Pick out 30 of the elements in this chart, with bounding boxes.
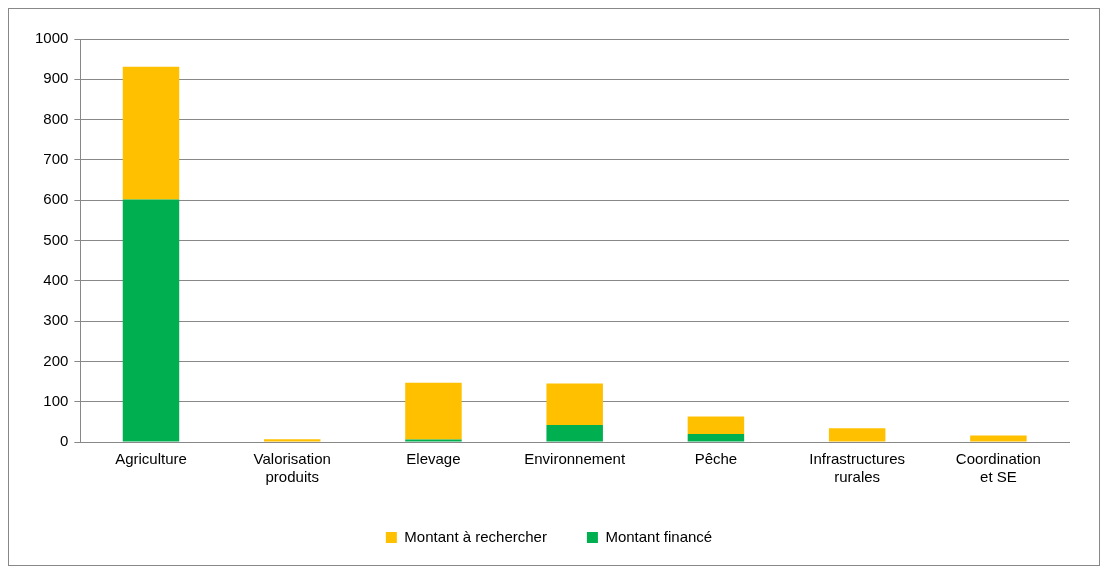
y-tick-label: 400 [43, 270, 69, 288]
x-tick-label: Infrastructures rurales [809, 450, 906, 486]
x-tick-label: Valorisation produits [253, 450, 331, 486]
bar [970, 435, 1027, 442]
y-tick-label: 300 [43, 311, 69, 329]
x-tick-label: Pêche [694, 450, 738, 468]
y-tick-label: 500 [43, 230, 69, 248]
bar [687, 416, 745, 434]
bar [405, 382, 462, 440]
y-tick-label: 0 [60, 432, 69, 450]
bar [122, 199, 180, 442]
bar [828, 428, 886, 442]
bar [546, 425, 603, 442]
bar [122, 66, 180, 200]
x-tick-label: Coordination et SE [955, 450, 1041, 486]
y-tick-label: 700 [43, 150, 69, 168]
x-tick-label: Elevage [406, 450, 461, 468]
x-tick-label: Environnement [524, 450, 626, 468]
bar [687, 433, 745, 442]
y-tick-label: 600 [43, 190, 69, 208]
y-tick-label: 100 [43, 391, 69, 409]
y-tick-label: 1000 [34, 29, 69, 47]
x-tick-label: Agriculture [115, 450, 187, 468]
bar [546, 383, 603, 426]
y-tick-label: 200 [43, 351, 69, 369]
legend-label: Montant à rechercher [404, 527, 547, 545]
legend-label: Montant financé [605, 527, 713, 545]
y-tick-label: 800 [43, 109, 69, 127]
y-tick-label: 900 [43, 69, 69, 87]
bar [263, 439, 321, 442]
